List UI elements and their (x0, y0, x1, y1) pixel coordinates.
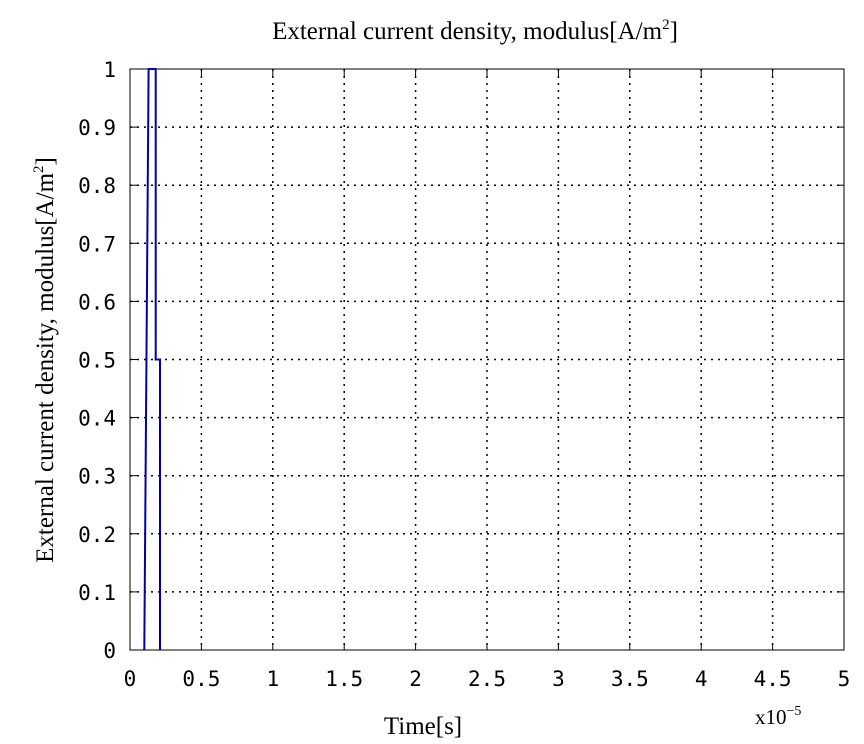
x-tick-label: 4.5 (754, 667, 792, 691)
y-tick-label: 0 (103, 639, 116, 663)
x-tick-label: 0.5 (182, 667, 220, 691)
x-tick-label: 0 (124, 667, 137, 691)
y-tick-label: 1 (103, 58, 116, 82)
series-line (143, 68, 161, 651)
series-layer (143, 68, 161, 651)
y-tick-label: 0.8 (78, 174, 116, 198)
x-tick-label: 1.5 (325, 667, 363, 691)
x-axis-multiplier: x10−5 (755, 704, 801, 729)
x-tick-label: 3.5 (611, 667, 649, 691)
x-tick-label: 3 (552, 667, 565, 691)
x-tick-label: 2 (409, 667, 422, 691)
x-tick-label: 4 (695, 667, 708, 691)
x-ticks: 0 0.5 1 1.5 2 2.5 3 3.5 4 4.5 5 (124, 69, 851, 691)
x-tick-label: 1 (266, 667, 279, 691)
y-tick-label: 0.5 (78, 349, 116, 373)
y-ticks: 0 0.1 0.2 0.3 0.4 0.5 0.6 0.7 0.8 0.9 1 (78, 58, 844, 663)
y-tick-label: 0.2 (78, 523, 116, 547)
y-tick-label: 0.4 (78, 407, 116, 431)
y-tick-label: 0.9 (78, 116, 116, 140)
x-axis-label: Time[s] (384, 713, 462, 740)
y-tick-label: 0.7 (78, 232, 116, 256)
y-tick-label: 0.3 (78, 465, 116, 489)
x-tick-label: 2.5 (468, 667, 506, 691)
y-tick-label: 0.6 (78, 290, 116, 314)
y-tick-label: 0.1 (78, 581, 116, 605)
x-tick-label: 5 (838, 667, 851, 691)
y-axis-label: External current density, modulus[A/m2] (31, 157, 59, 563)
grid (130, 69, 844, 650)
chart-title: External current density, modulus[A/m2] (272, 17, 678, 45)
